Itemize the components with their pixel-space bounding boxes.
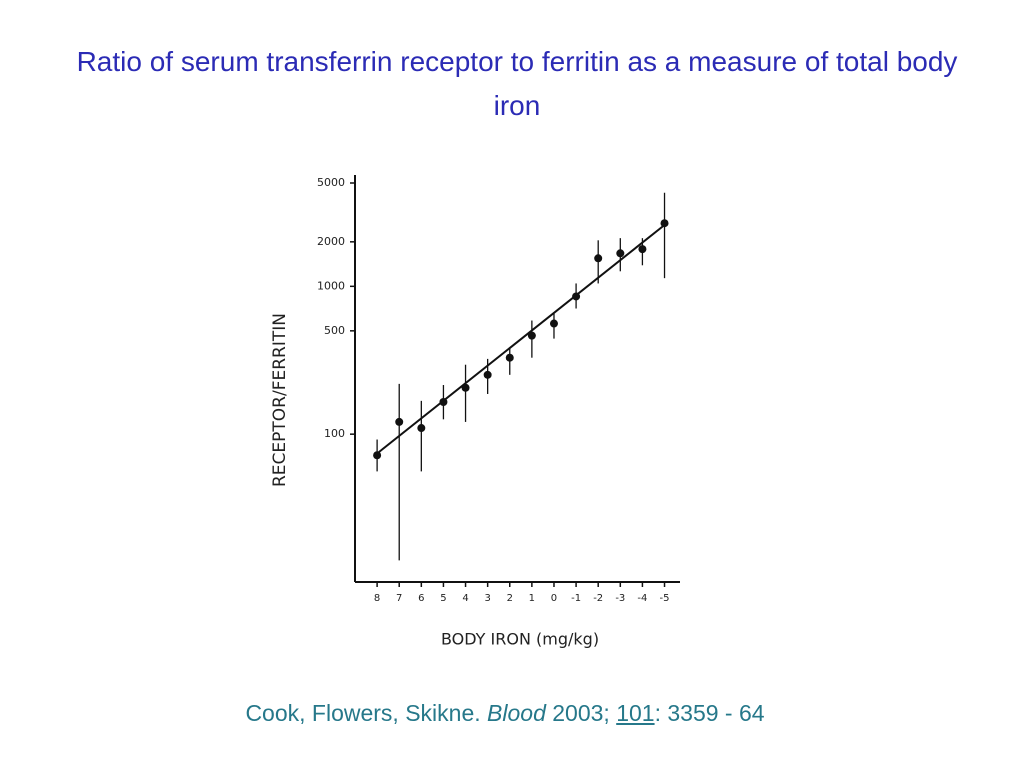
x-tick-label: -1	[571, 593, 581, 604]
y-tick-label: 500	[324, 324, 345, 337]
data-point	[483, 370, 492, 379]
x-tick-label: 5	[440, 593, 446, 604]
citation-year: 2003;	[552, 700, 610, 726]
x-tick-label: -3	[615, 593, 625, 604]
x-tick-label: 1	[529, 593, 535, 604]
citation-journal: Blood	[487, 700, 546, 726]
data-point	[417, 424, 426, 433]
x-tick-label: 6	[418, 593, 424, 604]
x-tick-label: 0	[551, 593, 557, 604]
data-point	[505, 353, 514, 362]
data-point	[549, 319, 558, 328]
data-point	[461, 383, 470, 392]
x-tick-label: -4	[637, 593, 647, 604]
x-axis-label: BODY IRON (mg/kg)	[441, 630, 599, 649]
x-tick-label: 2	[507, 593, 513, 604]
data-point	[572, 292, 581, 301]
y-tick-label: 2000	[317, 235, 345, 248]
data-point	[594, 254, 603, 263]
data-point	[527, 331, 536, 340]
x-tick-label: 3	[484, 593, 490, 604]
data-point	[638, 245, 647, 254]
slide-title: Ratio of serum transferrin receptor to f…	[76, 46, 958, 121]
y-tick-label: 100	[324, 427, 345, 440]
data-point	[395, 417, 404, 426]
data-point	[660, 219, 669, 228]
trend-line	[376, 224, 666, 455]
citation: Cook, Flowers, Skikne. Blood 2003; 101: …	[0, 700, 1010, 727]
x-tick-label: 4	[462, 593, 468, 604]
y-tick-label: 5000	[317, 176, 345, 189]
citation-volume: 101	[616, 700, 655, 726]
x-tick-label: 8	[374, 593, 380, 604]
y-tick-label: 1000	[317, 279, 345, 292]
data-point	[373, 451, 382, 460]
x-tick-label: -2	[593, 593, 603, 604]
citation-pages: : 3359 - 64	[654, 700, 765, 726]
y-axis-label: RECEPTOR/FERRITIN	[270, 313, 290, 487]
data-point	[439, 398, 448, 407]
x-tick-label: -5	[660, 593, 670, 604]
citation-authors: Cook, Flowers, Skikne.	[245, 700, 481, 726]
x-tick-label: 7	[396, 593, 402, 604]
data-point	[616, 249, 625, 258]
